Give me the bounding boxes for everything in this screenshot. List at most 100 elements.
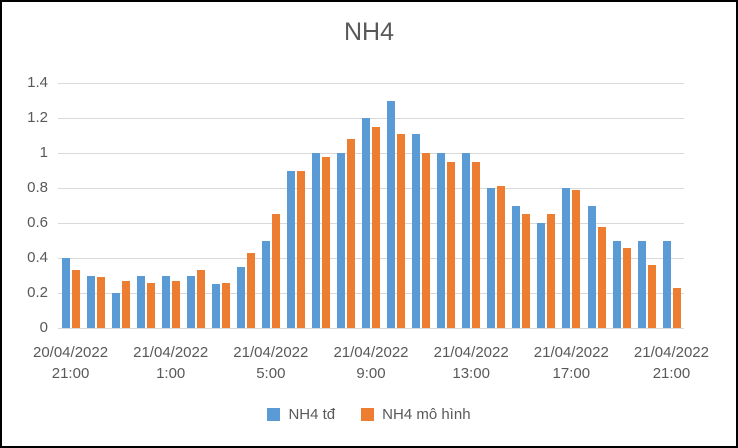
bar-nh4-td [136, 275, 145, 328]
bar-nh4-td [111, 293, 120, 328]
bar-nh4-td [211, 284, 220, 328]
gridline [58, 152, 684, 154]
bar-nh4-td [412, 133, 421, 328]
legend-label: NH4 tđ [288, 406, 336, 423]
bar-nh4-td [186, 275, 195, 328]
category-group [83, 83, 108, 328]
legend-label: NH4 mô hình [382, 406, 471, 423]
bar-nh4-mo-hinh [647, 265, 656, 328]
x-axis: 20/04/2022 21:00 21/04/2022 1:00 21/04/2022 5… [33, 342, 709, 386]
x-axis-tick-label: 21/04/2022 17:00 [523, 342, 619, 384]
x-axis-tick-label: 21/04/2022 21:00 [623, 342, 719, 384]
category-group [334, 83, 359, 328]
bar-nh4-td [261, 240, 270, 328]
bar-nh4-mo-hinh [296, 170, 305, 328]
bar-nh4-td [662, 240, 671, 328]
bar-nh4-td [286, 170, 295, 328]
legend-swatch-icon [267, 408, 281, 421]
bar-nh4-mo-hinh [522, 214, 531, 328]
category-group [434, 83, 459, 328]
bar-nh4-mo-hinh [196, 270, 205, 328]
y-axis-tick-label: 1.4 [27, 74, 48, 91]
bar-nh4-mo-hinh [672, 287, 681, 328]
x-axis-tick-label: 21/04/2022 5:00 [223, 342, 319, 384]
bar-nh4-td [462, 153, 471, 328]
bar-nh4-td [612, 240, 621, 328]
category-group [183, 83, 208, 328]
bar-nh4-mo-hinh [622, 247, 631, 328]
x-tick-time: 5:00 [256, 365, 286, 382]
bars-container [58, 83, 684, 328]
x-axis-tick-label: 21/04/2022 9:00 [323, 342, 419, 384]
x-tick-time: 21:00 [652, 365, 691, 382]
bar-nh4-mo-hinh [347, 139, 356, 328]
category-group [108, 83, 133, 328]
bar-nh4-mo-hinh [146, 282, 155, 328]
bar-nh4-td [161, 275, 170, 328]
gridline [58, 117, 684, 119]
gridline [58, 222, 684, 224]
bar-nh4-td [512, 205, 521, 328]
gridline [58, 327, 684, 329]
y-axis-tick-label: 0.6 [27, 214, 48, 231]
bar-nh4-mo-hinh [96, 277, 105, 328]
y-axis-tick-label: 0.2 [27, 284, 48, 301]
y-axis-tick-label: 0 [39, 319, 48, 336]
plot-area [58, 82, 684, 329]
bar-nh4-td [537, 223, 546, 328]
bar-nh4-mo-hinh [121, 280, 130, 328]
bar-nh4-td [311, 153, 320, 328]
bar-nh4-mo-hinh [372, 126, 381, 328]
bar-nh4-td [587, 205, 596, 328]
category-group [634, 83, 659, 328]
bar-nh4-td [61, 258, 70, 328]
x-tick-time: 9:00 [356, 365, 386, 382]
category-group [359, 83, 384, 328]
y-axis-tick-label: 0.8 [27, 179, 48, 196]
category-group [459, 83, 484, 328]
x-tick-date: 21/04/2022 [133, 344, 209, 361]
x-tick-date: 21/04/2022 [433, 344, 509, 361]
x-tick-time: 1:00 [156, 365, 186, 382]
chart-title: NH4 [343, 18, 394, 46]
category-group [58, 83, 83, 328]
bar-nh4-mo-hinh [497, 186, 506, 328]
bar-nh4-mo-hinh [472, 161, 481, 328]
category-group [308, 83, 333, 328]
bar-nh4-mo-hinh [547, 214, 556, 328]
bar-nh4-td [487, 188, 496, 328]
x-tick-date: 20/04/2022 [32, 344, 109, 361]
category-group [584, 83, 609, 328]
y-axis: 1.4 1.2 1 0.8 0.6 0.4 0.2 0 [2, 74, 48, 336]
bar-nh4-td [387, 100, 396, 328]
category-group [133, 83, 158, 328]
category-group [509, 83, 534, 328]
x-axis-tick-label: 21/04/2022 13:00 [423, 342, 519, 384]
bar-nh4-td [86, 275, 95, 328]
category-group [283, 83, 308, 328]
bar-nh4-td [637, 240, 646, 328]
y-axis-tick-label: 0.4 [27, 249, 48, 266]
bar-nh4-mo-hinh [447, 161, 456, 328]
x-tick-time: 13:00 [452, 365, 490, 382]
category-group [384, 83, 409, 328]
category-group [659, 83, 684, 328]
category-group [258, 83, 283, 328]
bar-nh4-td [562, 188, 571, 328]
bar-nh4-mo-hinh [171, 280, 180, 328]
bar-nh4-td [362, 118, 371, 328]
category-group [534, 83, 559, 328]
y-axis-tick-label: 1.2 [27, 109, 48, 126]
bar-nh4-mo-hinh [321, 156, 330, 328]
x-tick-time: 21:00 [51, 365, 90, 382]
category-group [208, 83, 233, 328]
category-group [609, 83, 634, 328]
x-tick-date: 21/04/2022 [233, 344, 309, 361]
bar-nh4-mo-hinh [246, 252, 255, 328]
legend-item-nh4-td: NH4 tđ [267, 406, 335, 423]
bar-nh4-td [437, 153, 446, 328]
category-group [233, 83, 258, 328]
x-tick-date: 21/04/2022 [533, 344, 609, 361]
x-tick-time: 17:00 [552, 365, 591, 382]
